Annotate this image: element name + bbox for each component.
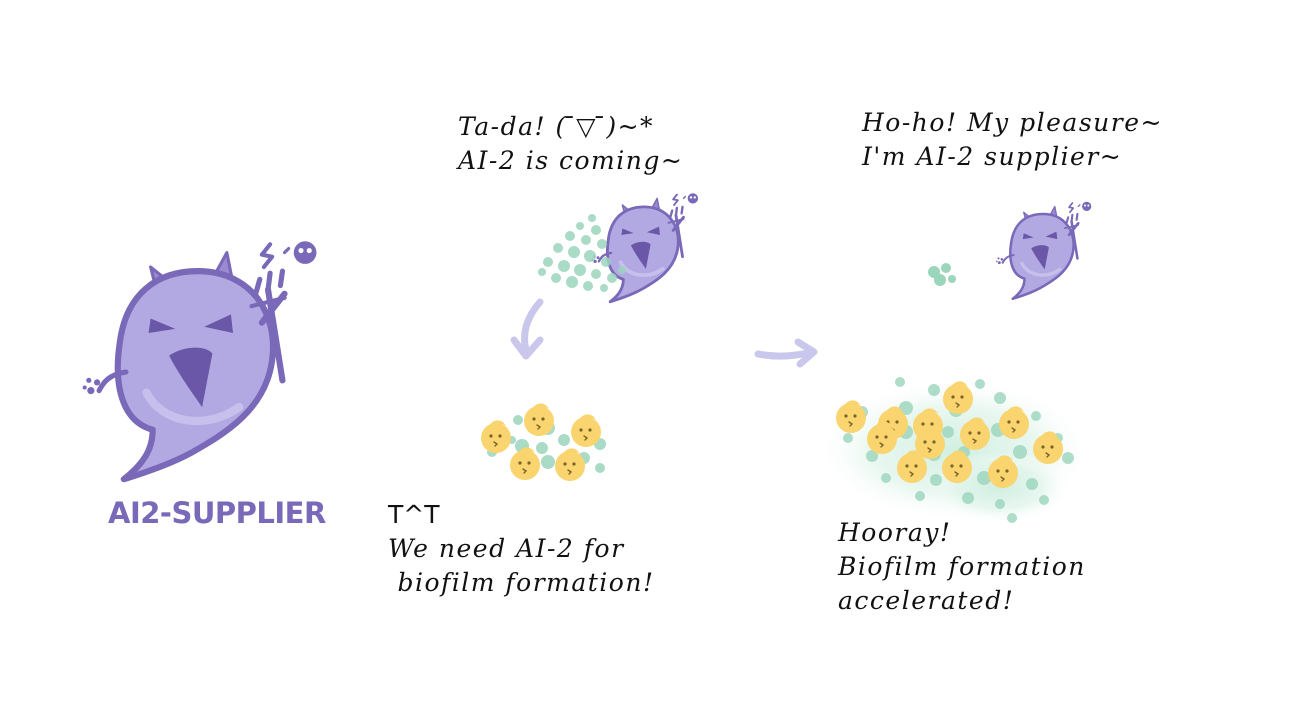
- caption-tada: Ta-da! ( ̄▽ ̄)~* AI-2 is coming~: [458, 110, 683, 178]
- caption-tada-line-2: AI-2 is coming~: [458, 146, 684, 175]
- logo-label: AI2-SUPPLIER: [108, 496, 326, 530]
- ai2-supplier-logo-text: AI2-SUPPLIER: [108, 496, 326, 530]
- caption-hoho-line-2: I'm AI-2 supplier~: [862, 142, 1123, 171]
- caption-hooray-line-3: accelerated!: [838, 586, 1015, 615]
- bacteria-cluster-sparse: [480, 402, 606, 482]
- caption-hoho-line-1: Ho-ho! My pleasure~: [862, 108, 1163, 137]
- ai2-molecule-small: [928, 263, 956, 286]
- caption-hooray: Hooray! Biofilm formation accelerated!: [838, 516, 1086, 618]
- ai2-supplier-logo-ghost: [83, 241, 317, 479]
- caption-sad-line-1: T^T: [388, 500, 440, 529]
- caption-sad: T^T We need AI-2 for biofilm formation!: [388, 498, 655, 600]
- right-arrow: [754, 338, 818, 368]
- caption-tada-line-1: Ta-da! ( ̄▽ ̄)~*: [458, 112, 655, 141]
- caption-sad-line-2: We need AI-2 for: [388, 534, 625, 563]
- caption-hooray-line-2: Biofilm formation: [838, 552, 1086, 581]
- caption-hoho: Ho-ho! My pleasure~ I'm AI-2 supplier~: [862, 106, 1163, 174]
- biofilm-cluster-dense: [815, 377, 1095, 524]
- ghost-releasing-ai2: [589, 191, 700, 304]
- ai2-molecule-cloud: [538, 214, 626, 292]
- caption-hooray-line-1: Hooray!: [838, 518, 952, 547]
- down-arrow: [510, 298, 544, 360]
- caption-sad-line-3: biofilm formation!: [388, 568, 655, 597]
- ghost-supplier-small: [994, 200, 1093, 301]
